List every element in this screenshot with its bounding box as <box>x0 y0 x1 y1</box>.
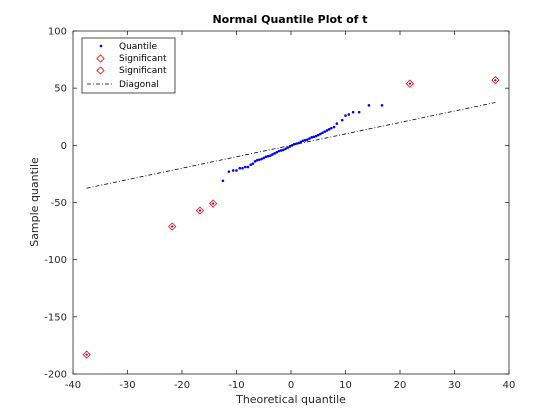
quantile-point <box>330 126 333 130</box>
quantile-point <box>319 132 322 136</box>
x-tick-label: -10 <box>228 380 244 391</box>
quantile-point <box>327 128 331 131</box>
significant-point-center <box>211 202 215 205</box>
quantile-point <box>310 136 314 139</box>
quantile-point <box>275 150 279 154</box>
y-tick-label: -50 <box>51 198 67 209</box>
quantile-point <box>357 110 361 114</box>
data-marks <box>82 76 500 359</box>
significant-point-center <box>171 225 174 228</box>
quantile-point <box>299 140 303 144</box>
x-tick-label: 10 <box>339 380 352 391</box>
legend-significant-label-1: Significant <box>119 54 167 64</box>
legend-diagonal-label: Diagonal <box>119 80 159 90</box>
y-axis: -200 -150 -100 -50 0 50 100 <box>44 27 509 381</box>
y-tick-label: 100 <box>48 27 67 38</box>
quantile-point <box>238 166 242 170</box>
significant-point-center <box>408 82 411 85</box>
legend: Quantile Significant Significant Diagona… <box>81 37 176 94</box>
quantile-point <box>268 154 272 157</box>
y-tick-label: 0 <box>61 141 67 152</box>
y-axis-label: Sample quantile <box>28 157 41 247</box>
quantile-point <box>303 138 307 142</box>
quantile-point <box>231 169 235 172</box>
quantile-point <box>282 148 285 152</box>
significant-point <box>405 79 414 88</box>
quantile-point <box>340 118 344 122</box>
quantile-point <box>308 137 311 140</box>
quantile-point <box>227 170 231 173</box>
quantile-point <box>325 129 329 132</box>
x-tick-label: 20 <box>394 380 407 391</box>
quantile-point <box>367 104 371 107</box>
x-tick-label: -40 <box>65 380 81 391</box>
quantile-point <box>255 158 259 162</box>
x-tick-label: -30 <box>119 380 135 391</box>
significant-point-center <box>85 353 88 356</box>
quantile-point <box>253 160 257 163</box>
quantile-point <box>344 114 347 117</box>
x-axis-label: Theoretical quantile <box>235 393 346 406</box>
legend-significant-marker-2 <box>96 66 105 75</box>
quantile-point <box>292 142 296 146</box>
quantile-point <box>286 146 290 149</box>
significant-point <box>195 206 205 215</box>
quantile-point <box>347 113 351 116</box>
quantile-point <box>277 149 281 153</box>
quantile-point <box>301 139 305 143</box>
quantile-point <box>249 163 252 167</box>
x-tick-label: 40 <box>503 380 516 391</box>
x-tick-label: 30 <box>448 380 461 391</box>
chart-title: Normal Quantile Plot of t <box>212 13 367 26</box>
quantile-point <box>262 156 266 160</box>
quantile-point <box>243 165 247 169</box>
quantile-point <box>271 153 274 156</box>
quantile-point <box>258 158 261 161</box>
quantile-point <box>332 125 336 129</box>
quantile-point <box>314 134 318 138</box>
quantile-point <box>235 169 238 172</box>
x-tick-label: 0 <box>288 380 294 391</box>
y-tick-label: -200 <box>44 370 67 381</box>
quantile-point <box>273 152 276 155</box>
quantile-point <box>380 104 384 107</box>
significant-point-center <box>494 79 497 82</box>
quantile-point <box>323 130 327 133</box>
quantile-point <box>284 147 287 151</box>
x-axis: -40 -30 -20 -10 0 10 20 30 40 <box>65 31 516 391</box>
quantile-point <box>306 138 309 141</box>
quantile-point <box>316 133 320 137</box>
quantile-point <box>260 157 263 161</box>
quantile-point <box>266 154 270 158</box>
significant-point <box>491 76 500 85</box>
quantile-point <box>251 162 255 165</box>
legend-quantile-label: Quantile <box>119 42 158 52</box>
quantile-point <box>351 110 355 114</box>
significant-point <box>208 199 218 208</box>
quantile-point <box>221 179 225 183</box>
quantile-point <box>241 166 244 170</box>
significant-point-center <box>198 209 202 212</box>
quantile-point <box>335 122 339 125</box>
quantile-point <box>321 131 324 135</box>
legend-quantile-marker <box>99 44 103 48</box>
quantile-point <box>246 165 250 169</box>
quantile-point <box>312 135 316 139</box>
diagonal-line <box>86 102 496 189</box>
quantile-point <box>264 155 268 159</box>
legend-significant-label-2: Significant <box>119 66 167 76</box>
x-tick-label: -20 <box>174 380 190 391</box>
legend-significant-marker-1 <box>96 54 105 63</box>
y-tick-label: 50 <box>54 84 67 95</box>
y-tick-label: -100 <box>44 255 67 266</box>
significant-point <box>82 350 91 359</box>
quantile-point <box>279 149 283 152</box>
significant-point <box>168 222 177 231</box>
y-tick-label: -150 <box>44 312 67 323</box>
